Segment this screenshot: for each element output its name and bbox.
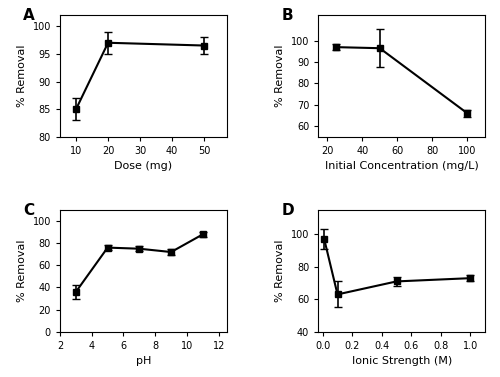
Y-axis label: % Removal: % Removal	[276, 45, 285, 107]
Y-axis label: % Removal: % Removal	[17, 240, 27, 302]
X-axis label: Ionic Strength (M): Ionic Strength (M)	[352, 356, 452, 366]
X-axis label: Initial Concentration (mg/L): Initial Concentration (mg/L)	[325, 161, 478, 172]
Y-axis label: % Removal: % Removal	[276, 240, 285, 302]
Text: A: A	[24, 8, 35, 23]
X-axis label: pH: pH	[136, 356, 151, 366]
X-axis label: Dose (mg): Dose (mg)	[114, 161, 172, 172]
Y-axis label: % Removal: % Removal	[17, 45, 27, 107]
Text: C: C	[24, 203, 34, 218]
Text: D: D	[282, 203, 294, 218]
Text: B: B	[282, 8, 294, 23]
